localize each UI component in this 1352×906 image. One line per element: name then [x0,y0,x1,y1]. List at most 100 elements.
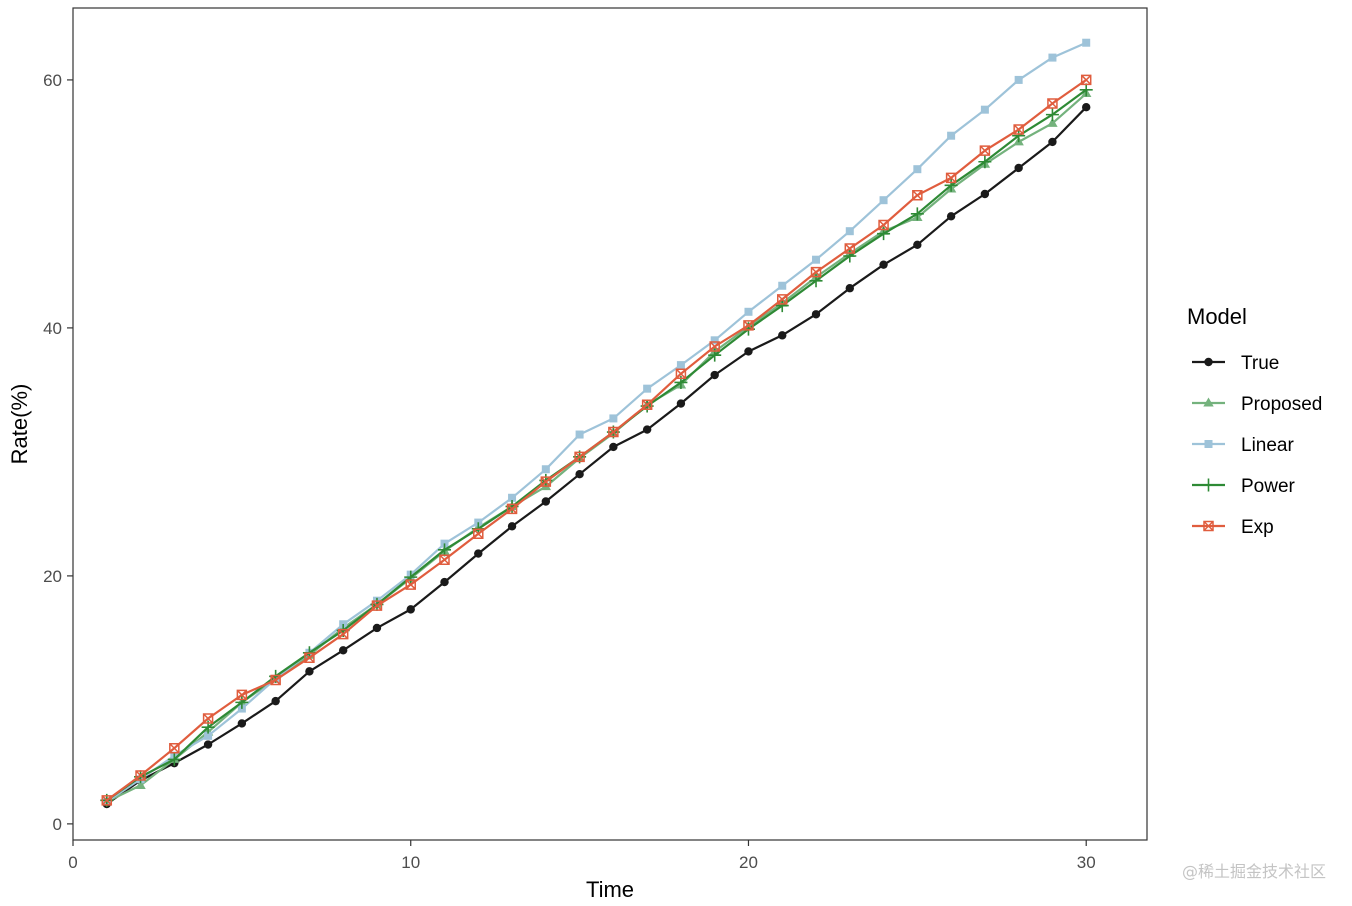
series-line-true [106,106,1087,805]
x-axis-title: Time [586,877,634,902]
data-point-exp [641,399,653,411]
watermark: @稀土掘金技术社区 [1182,862,1326,881]
data-point-power [438,543,452,557]
legend-label-exp: Exp [1241,517,1274,538]
data-point-true [1048,137,1057,147]
data-point-true [507,522,517,531]
data-point-power [235,695,249,709]
axes: 0 10 20 30 0 20 40 60 [43,71,1096,872]
data-point-exp [743,320,754,331]
data-point-power [944,178,958,192]
data-point-exp [574,451,585,463]
data-point-linear [980,105,989,114]
legend-item-linear: Linear [1192,435,1294,456]
legend-label-power: Power [1241,476,1296,497]
data-point-linear [845,227,854,236]
legend-marker-true [1204,357,1213,367]
legend-marker-exp [1203,520,1214,532]
data-point-exp [709,341,720,352]
data-point-true [305,667,314,676]
data-point-power [167,752,181,766]
data-point-exp [776,294,788,305]
data-point-true [203,740,213,749]
data-point-power [775,299,789,313]
data-point-exp [371,600,383,611]
series-group [100,38,1093,809]
data-point-true [237,719,247,728]
legend-item-exp: Exp [1192,517,1274,538]
data-point-exp [540,476,552,487]
data-point-true [913,240,922,250]
legend-item-proposed: Proposed [1192,394,1322,415]
data-point-power [843,249,857,263]
data-point-linear [1082,38,1091,47]
data-point-linear [913,165,922,174]
series-exp [101,74,1092,806]
x-tick-label: 30 [1077,853,1096,872]
data-point-proposed [1047,117,1058,127]
data-point-true [946,212,956,221]
data-point-exp [236,689,248,701]
data-point-exp [169,742,180,754]
data-point-linear [204,731,213,740]
data-point-linear [643,384,652,393]
data-point-exp [810,266,822,278]
data-point-true [541,497,551,506]
data-point-true [676,399,686,408]
data-point-linear [676,361,685,370]
data-point-exp [270,674,281,686]
data-point-true [980,189,990,199]
data-point-exp [337,628,349,640]
data-point-true [744,347,753,356]
data-point-exp [608,426,619,438]
data-point-true [879,260,888,269]
legend-marker-power [1202,478,1215,492]
data-point-true [609,442,618,452]
legend-item-power: Power [1192,476,1296,497]
data-point-true [811,310,821,319]
data-point-exp [506,503,518,515]
y-axis-title: Rate(%) [7,384,32,465]
x-tick-label: 0 [68,853,77,872]
data-point-exp [979,145,991,156]
series-line-exp [106,78,1087,802]
data-point-true [271,696,280,706]
data-point-true [372,623,382,633]
data-point-linear [575,430,584,439]
data-point-true [845,284,854,293]
data-point-proposed [135,779,146,789]
data-point-linear [744,307,753,316]
data-point-exp [1013,124,1024,135]
data-point-linear [508,493,517,502]
data-point-true [406,605,415,614]
legend-label-true: True [1241,353,1279,374]
data-point-power [978,155,992,169]
data-point-exp [945,172,957,184]
data-point-linear [1048,53,1057,62]
data-point-exp [202,713,214,724]
data-point-power [910,207,924,221]
data-point-linear [879,196,888,205]
y-tick-label: 40 [43,319,62,338]
data-point-true [642,425,652,434]
data-point-linear [710,336,719,345]
data-point-linear [947,131,956,140]
y-tick-label: 20 [43,567,62,586]
data-point-true [474,549,483,558]
data-point-linear [1014,75,1023,84]
data-point-true [338,646,348,655]
data-point-exp [101,795,113,806]
data-point-exp [473,528,484,539]
data-point-linear [812,255,821,264]
data-point-true [778,331,787,340]
data-point-exp [1047,98,1058,109]
legend-label-proposed: Proposed [1241,394,1322,415]
data-point-exp [439,554,450,566]
data-point-exp [675,368,687,380]
data-point-power [1045,108,1059,122]
data-point-true [1082,102,1091,112]
y-tick-label: 60 [43,71,62,90]
x-tick-label: 20 [739,853,758,872]
data-point-linear [778,281,787,290]
